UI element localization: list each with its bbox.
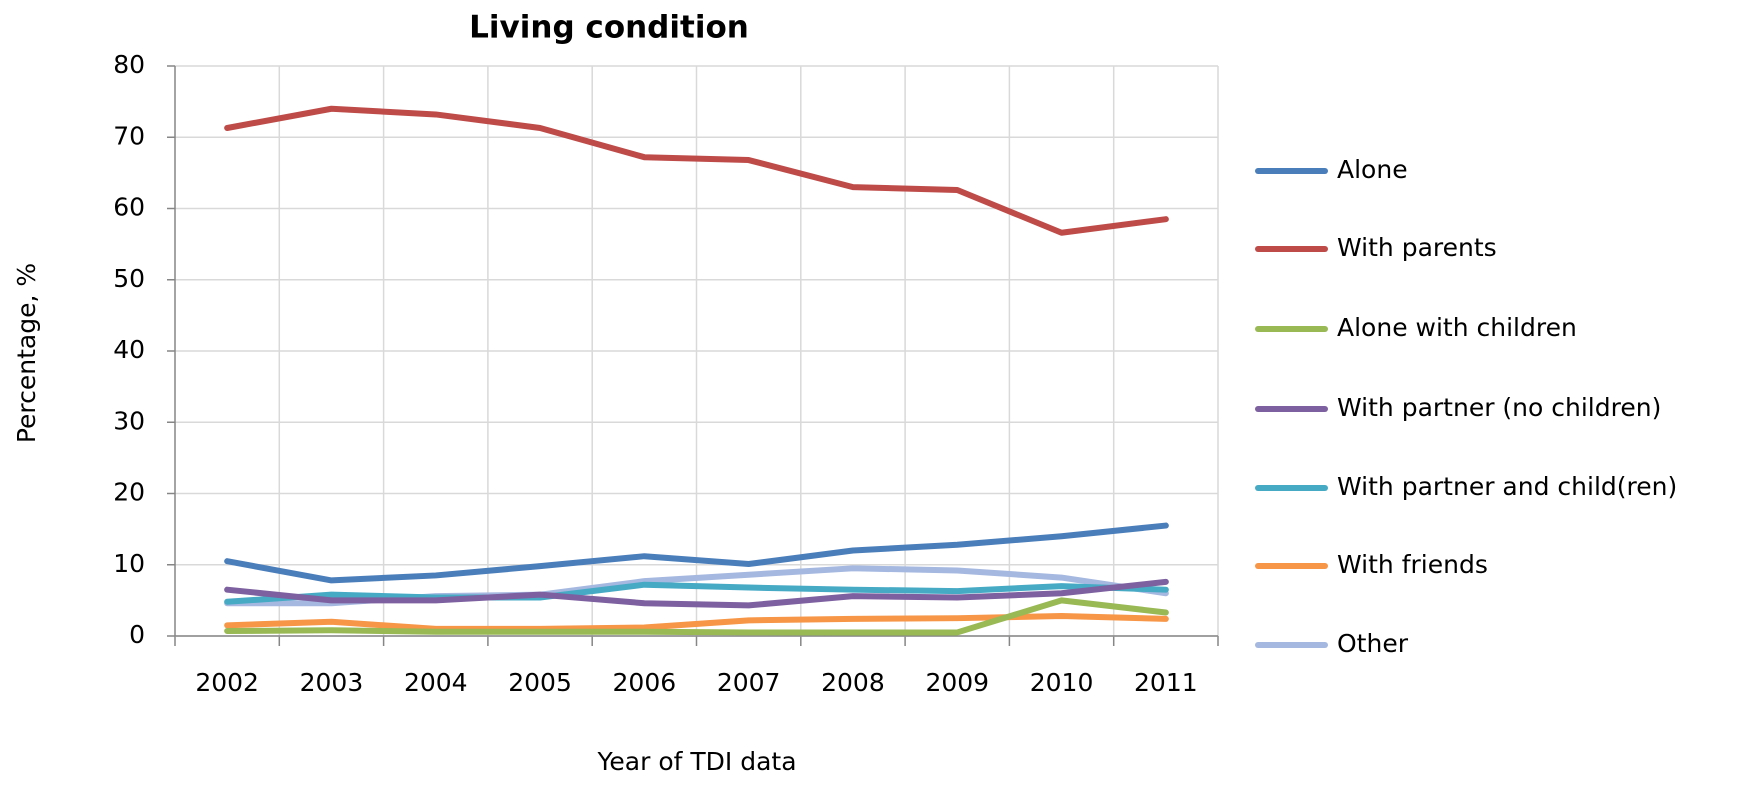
x-tick-label: 2009 [925,668,989,697]
legend-label: Alone [1337,155,1408,184]
legend-label: Alone with children [1337,313,1577,342]
series-line [224,597,1169,636]
x-tick-label: 2010 [1030,668,1094,697]
series-line [224,522,1169,584]
x-tick-label: 2004 [404,668,468,697]
series-line [224,105,1169,236]
x-axis-label: Year of TDI data [596,747,796,776]
x-tick-label: 2007 [717,668,781,697]
x-tick-label: 2006 [613,668,677,697]
legend-label: Other [1337,629,1409,658]
y-tick-label: 60 [113,193,145,222]
x-tick-label: 2011 [1134,668,1198,697]
y-tick-label: 40 [113,335,145,364]
x-tick-label: 2002 [195,668,259,697]
y-tick-label: 0 [129,620,145,649]
series-line [224,581,1169,605]
y-tick-label: 70 [113,121,145,150]
legend-label: With partner (no children) [1337,393,1661,422]
y-tick-label: 80 [113,50,145,79]
chart-title: Living condition [469,10,749,46]
legend-label: With partner and child(ren) [1337,472,1677,501]
legend-label: With friends [1337,550,1488,579]
x-tick-label: 2008 [821,668,885,697]
y-tick-label: 30 [113,406,145,435]
y-axis-label: Percentage, % [12,263,41,443]
legend-label: With parents [1337,233,1497,262]
y-tick-label: 50 [113,264,145,293]
series-line [224,578,1169,609]
y-tick-label: 10 [113,549,145,578]
x-tick-label: 2005 [508,668,572,697]
y-tick-label: 20 [113,478,145,507]
x-tick-label: 2003 [300,668,364,697]
